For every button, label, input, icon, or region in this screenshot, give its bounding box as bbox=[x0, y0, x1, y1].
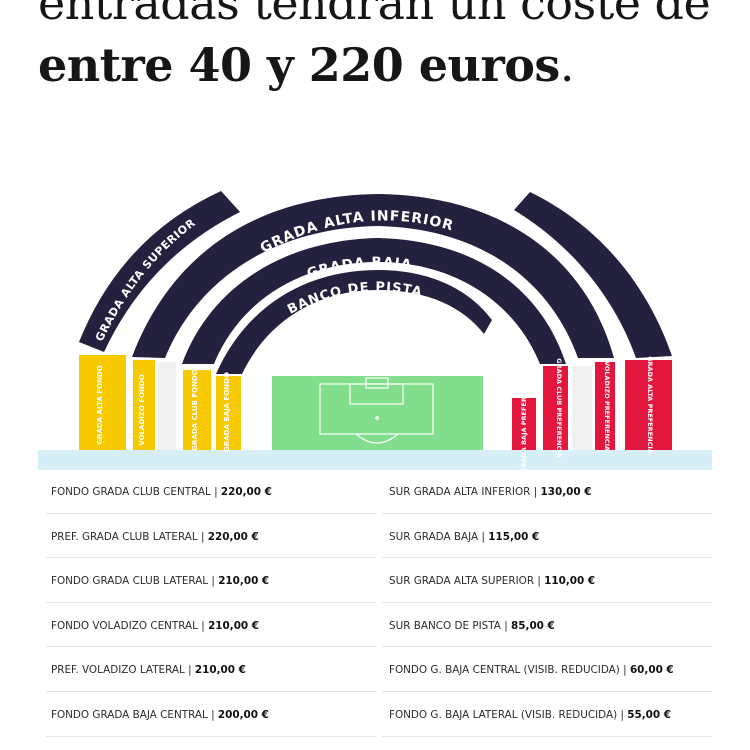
price-value: 115,00 € bbox=[488, 530, 540, 543]
sector-grada-baja-preferencia bbox=[512, 398, 536, 450]
price-label: FONDO GRADA BAJA CENTRAL | bbox=[51, 708, 218, 721]
stadium-seating-map: GRADA ALTA SUPERIOR GRADA ALTA INFERIOR … bbox=[38, 191, 712, 472]
price-value: 200,00 € bbox=[217, 708, 269, 721]
pitch-markings bbox=[319, 377, 434, 444]
article-headline-line-1: entradas tendrán un coste de bbox=[38, 0, 711, 30]
price-value: 210,00 € bbox=[194, 664, 246, 677]
price-value: 220,00 € bbox=[220, 486, 272, 498]
price-label: FONDO G. BAJA CENTRAL (VISIB. REDUCIDA) … bbox=[389, 664, 630, 677]
label-grada-club-preferencia: GRADA CLUB PREFERENCIA bbox=[555, 358, 563, 457]
label-voladizo-fondo: VOLADIZO FONDO bbox=[138, 374, 146, 445]
table-row: FONDO GRADA BAJA CENTRAL | 200,00 € FOND… bbox=[38, 693, 712, 738]
sector-banco-de-pista bbox=[216, 270, 492, 374]
table-row: FONDO GRADA CLUB LATERAL | 210,00 € SUR … bbox=[38, 559, 712, 604]
label-grada-alta-fondo: GRADA ALTA FONDO bbox=[96, 365, 104, 444]
bottom-fade bbox=[38, 735, 712, 750]
sector-voladizo-fondo bbox=[133, 360, 155, 450]
label-grada-club-fondo: GRADA CLUB FONDO bbox=[191, 369, 199, 450]
price-cell: FONDO G. BAJA LATERAL (VISIB. REDUCIDA) … bbox=[382, 693, 712, 737]
price-value: 220,00 € bbox=[207, 530, 259, 543]
sector-grada-baja bbox=[182, 238, 566, 364]
stadium-base-band bbox=[38, 450, 712, 470]
price-cell: PREF. GRADA CLUB LATERAL | 220,00 € bbox=[46, 515, 376, 559]
price-value: 110,00 € bbox=[544, 575, 596, 588]
price-cell: FONDO VOLADIZO CENTRAL | 210,00 € bbox=[46, 604, 376, 648]
price-cell: FONDO GRADA CLUB LATERAL | 210,00 € bbox=[46, 559, 376, 603]
sector-voladizo-preferencia bbox=[595, 362, 615, 450]
price-label: FONDO VOLADIZO CENTRAL | bbox=[51, 619, 209, 632]
label-grada-baja-fondo: GRADA BAJA FONDO bbox=[223, 372, 231, 452]
price-label: FONDO GRADA CLUB CENTRAL | bbox=[51, 486, 221, 498]
sector-grada-baja-fondo bbox=[216, 376, 241, 450]
price-label: PREF. GRADA CLUB LATERAL | bbox=[51, 530, 208, 543]
sector-grada-alta-fondo bbox=[79, 355, 126, 450]
pitch bbox=[272, 376, 483, 450]
price-cell: FONDO GRADA CLUB CENTRAL | 220,00 € bbox=[46, 470, 376, 514]
table-row: PREF. VOLADIZO LATERAL | 210,00 € FONDO … bbox=[38, 648, 712, 693]
sector-grada-alta-inferior bbox=[132, 194, 614, 358]
price-cell: SUR GRADA ALTA INFERIOR | 130,00 € bbox=[382, 470, 712, 514]
price-label: PREF. VOLADIZO LATERAL | bbox=[51, 664, 195, 677]
price-table: FONDO GRADA CLUB CENTRAL | 220,00 € SUR … bbox=[38, 470, 712, 738]
table-row: FONDO VOLADIZO CENTRAL | 210,00 € SUR BA… bbox=[38, 604, 712, 649]
price-value: 55,00 € bbox=[627, 708, 671, 721]
table-row: PREF. GRADA CLUB LATERAL | 220,00 € SUR … bbox=[38, 515, 712, 560]
price-cell: FONDO GRADA BAJA CENTRAL | 200,00 € bbox=[46, 693, 376, 737]
price-value: 210,00 € bbox=[208, 619, 260, 632]
price-cell: SUR GRADA ALTA SUPERIOR | 110,00 € bbox=[382, 559, 712, 603]
sector-gap-left bbox=[158, 362, 176, 450]
price-cell: SUR GRADA BAJA | 115,00 € bbox=[382, 515, 712, 559]
sector-grada-alta-superior bbox=[79, 191, 240, 352]
sector-grada-club-preferencia bbox=[543, 366, 568, 450]
label-grada-alta-preferencia: GRADA ALTA PREFERENCIA bbox=[646, 356, 654, 454]
price-label: SUR BANCO DE PISTA | bbox=[389, 619, 512, 632]
price-cell: FONDO G. BAJA CENTRAL (VISIB. REDUCIDA) … bbox=[382, 648, 712, 692]
sector-grada-alta-preferencia bbox=[625, 360, 672, 450]
price-label: FONDO G. BAJA LATERAL (VISIB. REDUCIDA) … bbox=[389, 708, 628, 721]
price-cell: SUR BANCO DE PISTA | 85,00 € bbox=[382, 604, 712, 648]
price-cell: PREF. VOLADIZO LATERAL | 210,00 € bbox=[46, 648, 376, 692]
price-value: 210,00 € bbox=[218, 575, 270, 588]
sector-grada-club-fondo bbox=[183, 370, 211, 450]
price-label: FONDO GRADA CLUB LATERAL | bbox=[51, 575, 219, 588]
price-label: SUR GRADA ALTA INFERIOR | bbox=[389, 486, 541, 498]
headline-emphasis: entre 40 y 220 euros bbox=[38, 38, 560, 92]
sector-gap-right bbox=[572, 366, 592, 450]
headline-period: . bbox=[559, 38, 575, 92]
article-headline-line-2: entre 40 y 220 euros. bbox=[38, 38, 574, 92]
price-value: 85,00 € bbox=[511, 619, 555, 632]
label-voladizo-preferencia: VOLADIZO PREFERENCIA bbox=[603, 361, 611, 451]
price-value: 60,00 € bbox=[629, 664, 674, 677]
price-label: SUR GRADA BAJA | bbox=[389, 530, 489, 543]
label-grada-baja-preferencia: GRADA BAJA PREFERENCIA bbox=[520, 375, 528, 472]
sector-grada-alta-sur-right bbox=[514, 192, 672, 358]
price-value: 130,00 € bbox=[540, 486, 592, 498]
price-label: SUR GRADA ALTA SUPERIOR | bbox=[389, 575, 545, 588]
table-row: FONDO GRADA CLUB CENTRAL | 220,00 € SUR … bbox=[38, 470, 712, 515]
